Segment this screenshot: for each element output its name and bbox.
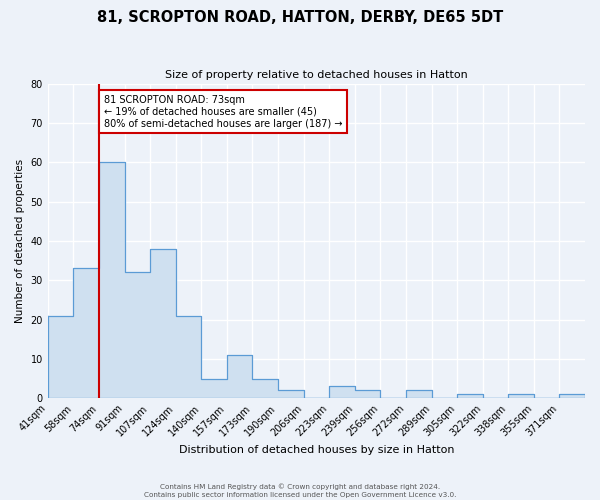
Title: Size of property relative to detached houses in Hatton: Size of property relative to detached ho… [165, 70, 468, 80]
X-axis label: Distribution of detached houses by size in Hatton: Distribution of detached houses by size … [179, 445, 454, 455]
Text: Contains HM Land Registry data © Crown copyright and database right 2024.
Contai: Contains HM Land Registry data © Crown c… [144, 484, 456, 498]
Text: 81 SCROPTON ROAD: 73sqm
← 19% of detached houses are smaller (45)
80% of semi-de: 81 SCROPTON ROAD: 73sqm ← 19% of detache… [104, 96, 343, 128]
Text: 81, SCROPTON ROAD, HATTON, DERBY, DE65 5DT: 81, SCROPTON ROAD, HATTON, DERBY, DE65 5… [97, 10, 503, 25]
Y-axis label: Number of detached properties: Number of detached properties [15, 159, 25, 323]
